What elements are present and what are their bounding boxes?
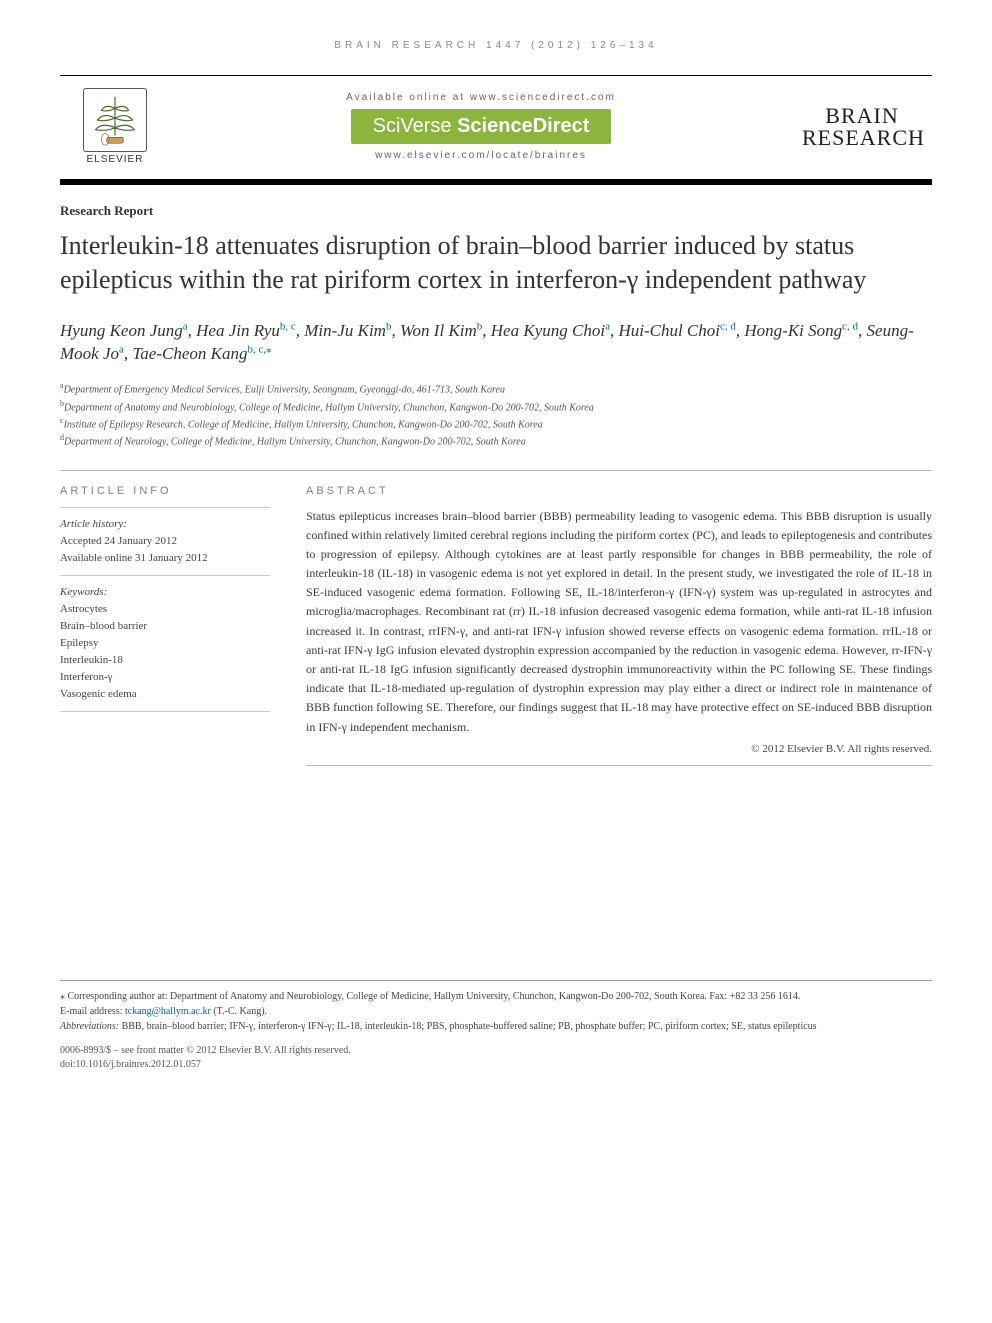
abstract-col: ABSTRACT Status epilepticus increases br…	[306, 485, 932, 780]
article-title: Interleukin-18 attenuates disruption of …	[60, 229, 932, 297]
email-link[interactable]: tckang@hallym.ac.kr	[125, 1006, 211, 1017]
keywords-block: Keywords: AstrocytesBrain–blood barrierE…	[60, 584, 270, 703]
keyword-item: Interferon-γ	[60, 669, 270, 686]
sciverse-badge: SciVerse ScienceDirect	[351, 109, 612, 144]
history-accepted: Accepted 24 January 2012	[60, 533, 270, 550]
keyword-item: Interleukin-18	[60, 652, 270, 669]
divider	[306, 765, 932, 766]
section-label: Research Report	[60, 203, 932, 219]
journal-brand-line2: RESEARCH	[802, 127, 922, 149]
corresponding-author: ⁎ Corresponding author at: Department of…	[60, 989, 932, 1004]
keyword-item: Vasogenic edema	[60, 686, 270, 703]
keyword-item: Epilepsy	[60, 635, 270, 652]
elsevier-tree-icon	[83, 88, 147, 152]
email-line: E-mail address: tckang@hallym.ac.kr (T.-…	[60, 1004, 932, 1019]
keywords-list: AstrocytesBrain–blood barrierEpilepsyInt…	[60, 601, 270, 703]
footnotes: ⁎ Corresponding author at: Department of…	[60, 980, 932, 1072]
divider	[60, 575, 270, 576]
masthead-container: ELSEVIER Available online at www.science…	[60, 75, 932, 185]
abstract-text: Status epilepticus increases brain–blood…	[306, 507, 932, 737]
history-online: Available online 31 January 2012	[60, 550, 270, 567]
doi-block: 0006-8993/$ – see front matter © 2012 El…	[60, 1044, 932, 1072]
available-online-text: Available online at www.sciencedirect.co…	[346, 92, 616, 103]
elsevier-wordmark: ELSEVIER	[87, 154, 144, 165]
doi-line: doi:10.1016/j.brainres.2012.01.057	[60, 1058, 932, 1072]
keyword-item: Brain–blood barrier	[60, 618, 270, 635]
article-history: Article history: Accepted 24 January 201…	[60, 516, 270, 567]
abbrev-text: BBB, brain–blood barrier; IFN-γ, interfe…	[122, 1021, 817, 1032]
abbrev-label: Abbreviations:	[60, 1021, 122, 1032]
abbreviations: Abbreviations: BBB, brain–blood barrier;…	[60, 1019, 932, 1034]
front-matter-line: 0006-8993/$ – see front matter © 2012 El…	[60, 1044, 932, 1058]
sciverse-light: SciVerse	[373, 115, 457, 137]
masthead-center: Available online at www.sciencedirect.co…	[160, 92, 802, 161]
authors: Hyung Keon Junga, Hea Jin Ryub, c, Min-J…	[60, 319, 932, 367]
info-abstract-row: ARTICLE INFO Article history: Accepted 2…	[60, 485, 932, 780]
journal-brand-line1: BRAIN	[802, 105, 922, 127]
divider	[60, 711, 270, 712]
history-label: Article history:	[60, 516, 270, 533]
abstract-head: ABSTRACT	[306, 485, 932, 497]
article-info-head: ARTICLE INFO	[60, 485, 270, 497]
copyright: © 2012 Elsevier B.V. All rights reserved…	[306, 743, 932, 755]
article-info-col: ARTICLE INFO Article history: Accepted 2…	[60, 485, 270, 780]
masthead: ELSEVIER Available online at www.science…	[60, 76, 932, 179]
journal-brand: BRAIN RESEARCH	[802, 105, 922, 149]
affiliations: aDepartment of Emergency Medical Service…	[60, 380, 932, 449]
sciverse-bold: ScienceDirect	[457, 115, 589, 137]
elsevier-logo: ELSEVIER	[70, 88, 160, 165]
keyword-item: Astrocytes	[60, 601, 270, 618]
divider	[60, 470, 932, 471]
keywords-label: Keywords:	[60, 584, 270, 601]
email-suffix: (T.-C. Kang).	[211, 1006, 267, 1017]
email-label: E-mail address:	[60, 1006, 125, 1017]
journal-locator-url: www.elsevier.com/locate/brainres	[375, 150, 587, 161]
divider	[60, 507, 270, 508]
running-head: BRAIN RESEARCH 1447 (2012) 126–134	[60, 40, 932, 51]
